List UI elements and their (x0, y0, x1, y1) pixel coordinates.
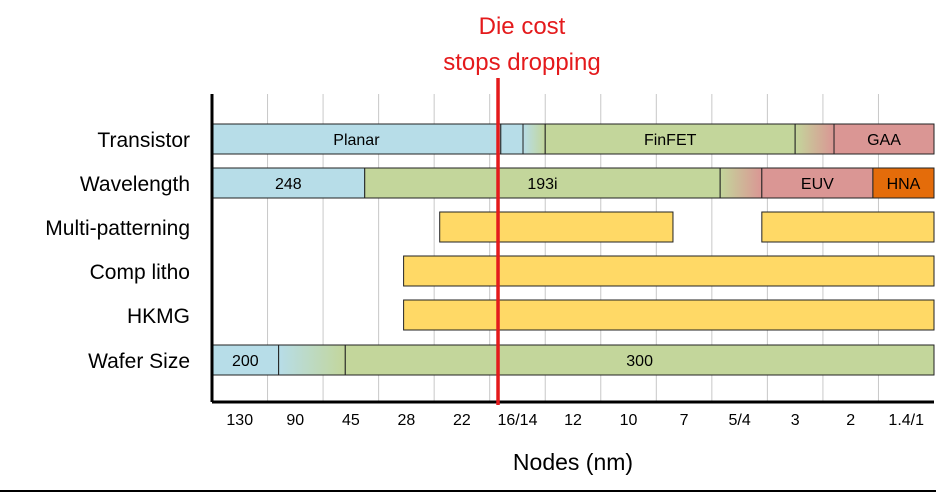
x-tick-label: 10 (620, 412, 638, 429)
x-axis-title: Nodes (nm) (513, 449, 633, 475)
segment-label: 300 (626, 353, 653, 370)
timeline-segment (719, 167, 763, 199)
timeline-segment (403, 299, 935, 331)
timeline-segment (522, 123, 546, 155)
x-tick-label: 16/14 (497, 412, 537, 429)
segment-label: 248 (275, 176, 302, 193)
timeline-segment (211, 123, 502, 155)
bottom-rule (0, 490, 936, 492)
x-tick-label: 5/4 (728, 412, 750, 429)
segment-label: EUV (801, 176, 834, 193)
x-tick-label: 22 (453, 412, 471, 429)
row-label: Comp litho (90, 261, 190, 284)
segment-label: HNA (887, 176, 921, 193)
annotation-label: stops dropping (443, 49, 600, 76)
timeline-segment (439, 211, 674, 243)
x-tick-label: 3 (791, 412, 800, 429)
segment-label: 193i (527, 176, 557, 193)
timeline-segment (211, 167, 366, 199)
timeline-segment (761, 167, 874, 199)
row-label: Transistor (97, 129, 190, 152)
annotation-label: Die cost (479, 13, 566, 40)
x-tick-label: 1.4/1 (888, 412, 924, 429)
row-label: Multi-patterning (45, 217, 190, 240)
row-label: HKMG (127, 305, 190, 328)
timeline-segment (872, 167, 935, 199)
x-tick-label: 45 (342, 412, 360, 429)
row-label: Wafer Size (88, 350, 190, 373)
row-label: Wavelength (80, 173, 190, 196)
segment-label: GAA (867, 132, 901, 149)
x-tick-label: 2 (846, 412, 855, 429)
segment-label: 200 (232, 353, 259, 370)
timeline-segment (794, 123, 835, 155)
x-tick-label: 7 (680, 412, 689, 429)
x-tick-label: 28 (397, 412, 415, 429)
timeline-segment (833, 123, 935, 155)
timeline-segment (500, 123, 524, 155)
segment-label: FinFET (644, 132, 697, 149)
x-tick-label: 90 (286, 412, 304, 429)
timeline-segment (403, 255, 935, 287)
timeline-segment (364, 167, 721, 199)
timeline-segment (544, 123, 796, 155)
timeline-segment (278, 344, 346, 376)
x-tick-label: 130 (226, 412, 253, 429)
timeline-segment (761, 211, 935, 243)
segment-label: Planar (333, 132, 380, 149)
timeline-segment (344, 344, 935, 376)
x-tick-label: 12 (564, 412, 582, 429)
